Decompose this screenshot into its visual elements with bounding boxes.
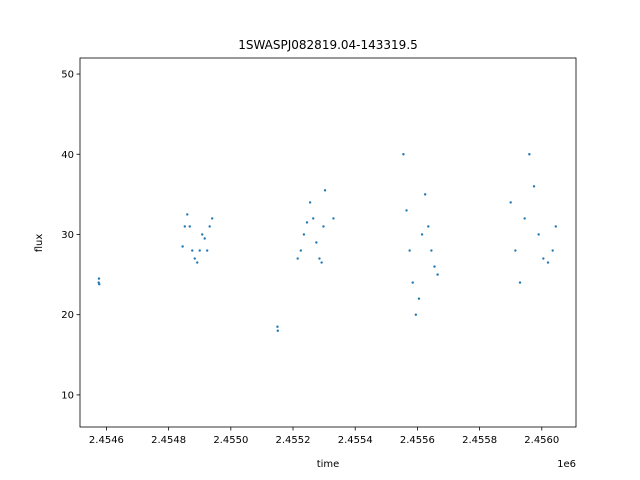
data-point xyxy=(411,281,414,284)
data-point xyxy=(402,153,405,156)
y-axis: 10 20 30 40 50 xyxy=(61,70,80,401)
data-point xyxy=(427,225,430,228)
data-point xyxy=(198,249,201,252)
data-point xyxy=(551,249,554,252)
data-point xyxy=(322,225,325,228)
data-point xyxy=(408,249,411,252)
data-point xyxy=(97,277,101,280)
data-point xyxy=(201,233,204,236)
plot-frame xyxy=(79,57,577,428)
data-point xyxy=(417,297,421,300)
data-point xyxy=(542,257,545,260)
data-point xyxy=(430,249,433,252)
data-point xyxy=(420,233,424,236)
data-point xyxy=(423,193,427,196)
data-point xyxy=(296,257,299,260)
data-point xyxy=(436,273,439,276)
plot-background xyxy=(80,58,576,427)
x-tick-label: 2.4550 xyxy=(213,435,248,446)
data-point xyxy=(523,217,526,220)
data-points xyxy=(97,153,557,332)
data-point xyxy=(320,261,323,264)
x-tick-label: 2.4556 xyxy=(400,435,435,446)
data-point xyxy=(433,265,436,268)
data-point xyxy=(518,281,522,284)
data-point xyxy=(414,313,418,316)
data-point xyxy=(205,249,209,252)
y-tick-label: 40 xyxy=(61,150,74,161)
data-point xyxy=(186,213,189,216)
y-tick-label: 50 xyxy=(61,70,74,81)
data-point xyxy=(203,237,206,240)
data-point xyxy=(532,185,536,188)
data-point xyxy=(308,201,312,204)
data-point xyxy=(276,325,279,328)
x-tick-label: 2.4552 xyxy=(276,435,311,446)
data-point xyxy=(191,249,194,252)
data-point xyxy=(323,189,327,192)
x-tick-label: 2.4546 xyxy=(89,435,124,446)
data-point xyxy=(528,153,531,156)
y-tick-label: 10 xyxy=(61,390,74,401)
data-point xyxy=(181,245,184,248)
data-point xyxy=(305,221,309,224)
x-tick-label: 2.4560 xyxy=(524,435,559,446)
y-axis-label: flux xyxy=(34,234,45,253)
data-point xyxy=(537,233,540,236)
data-point xyxy=(183,225,186,228)
data-point xyxy=(509,201,512,204)
x-axis-label: time xyxy=(317,459,340,470)
y-tick-label: 30 xyxy=(61,230,74,241)
y-tick-label: 20 xyxy=(61,310,74,321)
data-point xyxy=(318,257,321,260)
chart-title: 1SWASPJ082819.04-143319.5 xyxy=(238,38,418,52)
data-point xyxy=(405,209,408,212)
data-point xyxy=(210,217,214,220)
data-point xyxy=(514,249,517,252)
data-point xyxy=(208,225,211,228)
x-tick-label: 2.4548 xyxy=(151,435,186,446)
data-point xyxy=(546,261,550,264)
x-tick-label: 2.4558 xyxy=(462,435,497,446)
data-point xyxy=(196,261,199,264)
data-point xyxy=(188,225,191,228)
data-point xyxy=(554,225,557,228)
data-point xyxy=(302,233,306,236)
data-point xyxy=(315,241,318,244)
data-point xyxy=(332,217,335,220)
data-point xyxy=(312,217,315,220)
data-point xyxy=(193,257,196,260)
data-point xyxy=(276,329,279,332)
x-axis-offset-label: 1e6 xyxy=(557,459,576,470)
x-tick-label: 2.4554 xyxy=(338,435,373,446)
data-point xyxy=(299,249,302,252)
x-axis: 2.4546 2.4548 2.4550 2.4552 2.4554 2.4556 2.45… xyxy=(89,427,559,446)
data-point xyxy=(98,283,101,286)
